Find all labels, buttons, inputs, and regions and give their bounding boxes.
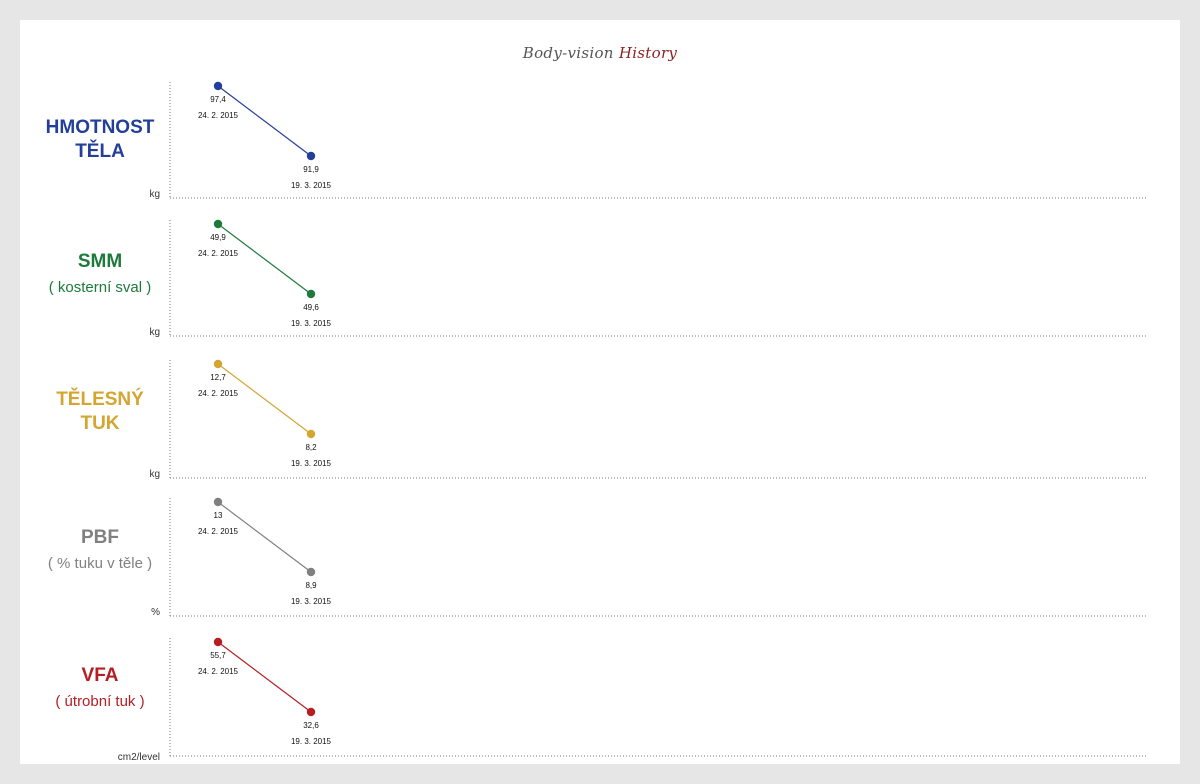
section-subtitle-vfa: ( útrobní tuk ) [55,693,145,710]
unit-label: % [151,607,160,618]
series-line [217,501,312,573]
date-label: 24. 2. 2015 [198,389,239,398]
section-title-line: TUK [80,413,120,434]
title-main: Body-vision [522,44,614,62]
series-line [217,85,312,157]
series-line [217,223,312,295]
value-label: 32,6 [303,721,319,730]
date-label: 19. 3. 2015 [291,459,332,468]
date-label: 24. 2. 2015 [198,527,239,536]
section-subtitle-pbf: ( % tuku v těle ) [47,555,153,572]
value-label: 97,4 [210,95,226,104]
section-title-vfa: VFA [20,664,180,688]
data-point [306,151,316,161]
data-point [213,81,223,91]
section-title-line: HMOTNOST [45,117,155,138]
data-point [213,497,223,507]
section-label-fat: TĚLESNÝ TUK [20,388,180,436]
data-point [213,637,223,647]
title-accent: History [618,44,678,62]
section-label-pbf: PBF ( % tuku v těle ) [20,526,180,574]
data-point [213,359,223,369]
date-label: 24. 2. 2015 [198,111,239,120]
date-label: 19. 3. 2015 [291,737,332,746]
data-point [306,707,316,717]
date-label: 19. 3. 2015 [291,597,332,606]
unit-label: kg [149,469,160,480]
value-label: 8,9 [305,581,317,590]
series-line [217,363,312,435]
section-title-line: TĚLA [75,141,125,162]
value-label: 55,7 [210,651,226,660]
value-label: 91,9 [303,165,319,174]
unit-label: cm2/level [117,752,160,763]
section-title-weight: HMOTNOST TĚLA [20,116,180,164]
data-point [306,429,316,439]
section-title-fat: TĚLESNÝ TUK [20,388,180,436]
section-title-line: SMM [77,251,123,272]
value-label: 8,2 [305,443,317,452]
section-label-vfa: VFA ( útrobní tuk ) [20,664,180,712]
date-label: 19. 3. 2015 [291,181,332,190]
section-label-smm: SMM ( kosterní sval ) [20,250,180,298]
value-label: 49,6 [303,303,319,312]
section-title-pbf: PBF [20,526,180,550]
data-point [213,219,223,229]
outer-frame: Body-vision History HMOTNOST TĚLA SMM ( … [10,10,1190,774]
section-subtitle-smm: ( kosterní sval ) [48,279,152,296]
data-point [306,289,316,299]
date-label: 24. 2. 2015 [198,249,239,258]
section-title-line: VFA [81,665,119,686]
series-line [217,641,312,713]
value-label: 12,7 [210,373,226,382]
value-label: 49,9 [210,233,226,242]
value-label: 13 [214,511,223,520]
history-panel: Body-vision History HMOTNOST TĚLA SMM ( … [20,20,1180,764]
section-title-line: TĚLESNÝ [56,389,144,410]
section-title-line: PBF [81,527,119,548]
section-title-smm: SMM [20,250,180,274]
history-charts: 97,4 24. 2. 2015 91,9 19. 3. 2015 49,9 24. 2.… [169,81,1148,757]
date-label: 24. 2. 2015 [198,667,239,676]
unit-label: kg [149,189,160,200]
unit-label: kg [149,327,160,338]
date-label: 19. 3. 2015 [291,319,332,328]
section-label-weight: HMOTNOST TĚLA [20,116,180,164]
data-point [306,567,316,577]
page-title: Body-vision History [20,44,1180,62]
